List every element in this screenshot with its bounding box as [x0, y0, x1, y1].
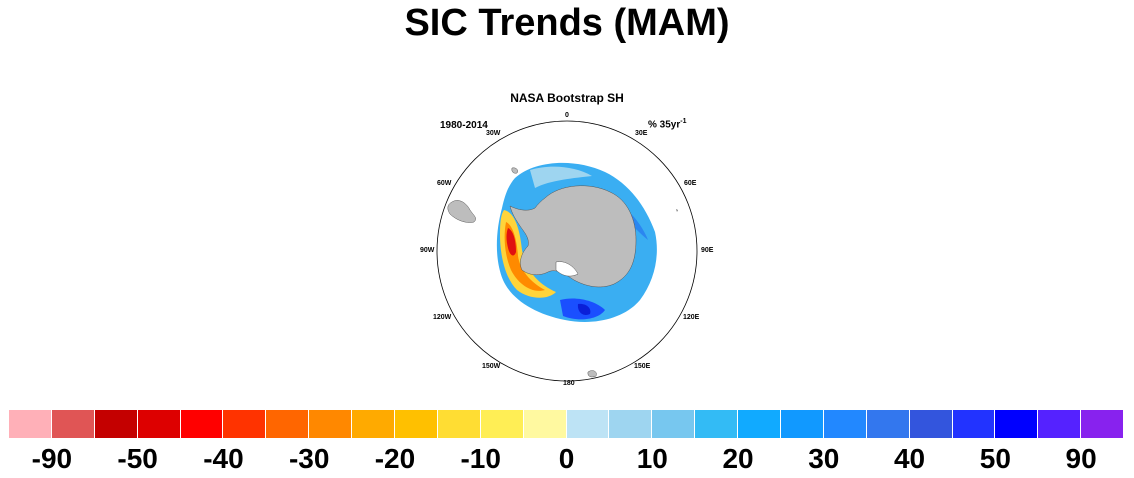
- ross-ice-shelf: [555, 261, 579, 277]
- lon-label-150e: 150E: [634, 363, 651, 370]
- colorbar-box: [437, 410, 481, 438]
- colorbar-label: -20: [374, 443, 416, 474]
- colorbar-box: [1081, 410, 1125, 438]
- units-label: % 35yr-1: [648, 118, 686, 130]
- colorbar-label: 30: [808, 443, 840, 474]
- ice-field-red: [506, 228, 516, 256]
- lon-label-60w: 60W: [437, 180, 452, 187]
- polar-map: [436, 120, 698, 382]
- colorbar-label: -30: [288, 443, 330, 474]
- ice-field-yellow: [500, 210, 556, 298]
- colorbar-box: [94, 410, 138, 438]
- island-north: [511, 167, 518, 174]
- colorbar-box: [695, 410, 739, 438]
- colorbar-box: [995, 410, 1039, 438]
- colorbar-box: [609, 410, 653, 438]
- colorbar-box: [738, 410, 782, 438]
- colorbar-box: [180, 410, 224, 438]
- colorbar-box: [566, 410, 610, 438]
- lon-label-30e: 30E: [635, 130, 648, 137]
- lon-label-120w: 120W: [433, 314, 452, 321]
- colorbar-box: [223, 410, 267, 438]
- colorbar-box: [137, 410, 181, 438]
- colorbar-box: [9, 410, 52, 438]
- colorbar-box: [51, 410, 95, 438]
- colorbar-box: [781, 410, 824, 438]
- lon-label-90e: 90E: [701, 247, 714, 254]
- colorbar-box: [823, 410, 867, 438]
- colorbar-label: 10: [636, 443, 668, 474]
- colorbar-label: -50: [117, 443, 158, 474]
- colorbar-box: [352, 410, 396, 438]
- lon-label-180: 180: [563, 380, 575, 387]
- colorbar-label: 50: [979, 443, 1011, 474]
- lon-label-150w: 150W: [482, 363, 501, 370]
- colorbar-box: [309, 410, 353, 438]
- colorbar: [9, 410, 1125, 438]
- colorbar-box: [266, 410, 310, 438]
- colorbar-label: 0: [558, 443, 575, 474]
- panel-title: NASA Bootstrap SH: [510, 91, 624, 105]
- lon-label-0: 0: [565, 112, 569, 119]
- lon-label-120e: 120E: [683, 314, 700, 321]
- colorbar-label: 90: [1065, 443, 1097, 474]
- ice-field-deepblue: [577, 303, 591, 315]
- colorbar-box: [909, 410, 953, 438]
- lon-label-30w: 30W: [486, 130, 501, 137]
- colorbar-box: [480, 410, 524, 438]
- lon-label-60e: 60E: [684, 180, 697, 187]
- colorbar-box: [395, 410, 438, 438]
- units-text: % 35yr: [648, 119, 681, 131]
- colorbar-box: [523, 410, 567, 438]
- antarctica-land: [509, 185, 637, 288]
- colorbar-box: [1038, 410, 1082, 438]
- colorbar-label: -40: [203, 443, 244, 474]
- main-title: SIC Trends (MAM): [404, 2, 730, 44]
- colorbar-label: -90: [31, 443, 73, 474]
- ice-field-lightblue: [530, 166, 592, 188]
- south-america-land: [447, 200, 476, 223]
- period-label: 1980-2014: [440, 120, 488, 131]
- units-exponent: -1: [680, 118, 687, 125]
- colorbar-label: -10: [460, 443, 501, 474]
- island-60e: [676, 209, 678, 212]
- colorbar-box: [866, 410, 910, 438]
- colorbar-label: 40: [893, 443, 926, 474]
- lon-label-90w: 90W: [420, 247, 435, 254]
- colorbar-label: 20: [722, 443, 754, 474]
- island-180: [587, 370, 597, 378]
- colorbar-box: [952, 410, 996, 438]
- colorbar-box: [652, 410, 696, 438]
